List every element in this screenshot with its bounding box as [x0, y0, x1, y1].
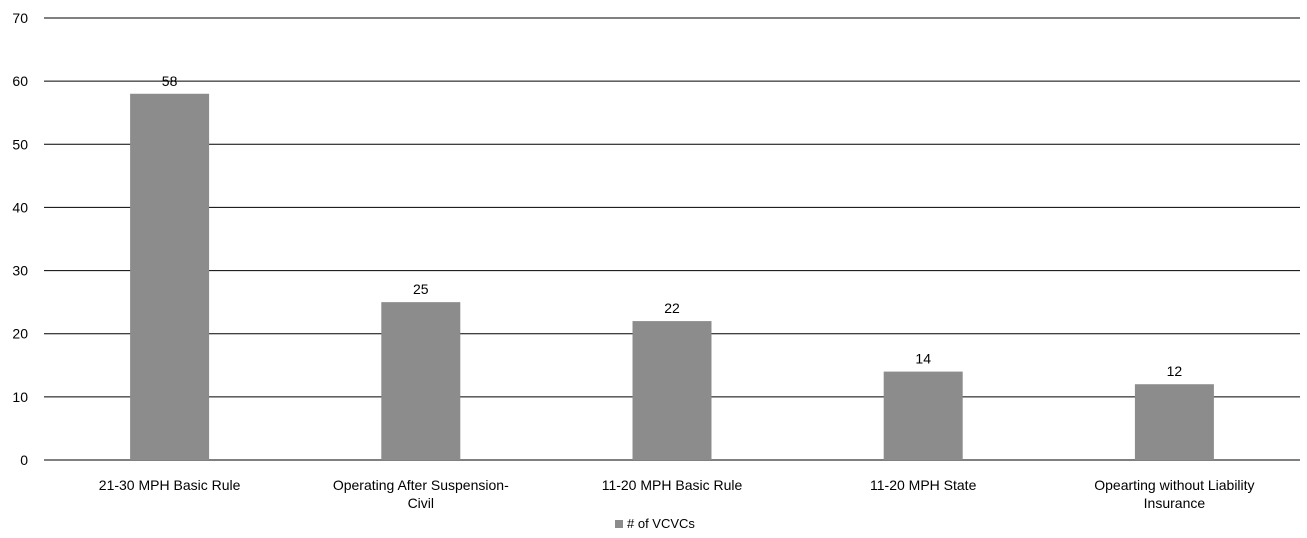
data-label: 25 [413, 281, 429, 297]
y-tick-label: 40 [12, 199, 28, 215]
y-tick-label: 0 [20, 452, 28, 468]
data-label: 12 [1167, 363, 1183, 379]
bar [632, 321, 712, 460]
bar [1134, 384, 1214, 460]
bar [381, 302, 461, 460]
y-tick-label: 20 [12, 326, 28, 342]
x-category-label: 11-20 MPH State [870, 477, 977, 493]
data-labels: 58 25 22 14 12 [162, 73, 1183, 379]
y-tick-label: 70 [12, 10, 28, 26]
y-tick-label: 60 [12, 73, 28, 89]
x-category-label: 21-30 MPH Basic Rule [99, 477, 241, 493]
y-tick-label: 10 [12, 389, 28, 405]
x-category-label: 11-20 MPH Basic Rule [602, 477, 743, 493]
bars [130, 93, 1214, 461]
legend-swatch [615, 520, 623, 528]
data-label: 58 [162, 73, 178, 89]
y-tick-label: 30 [12, 263, 28, 279]
data-label: 14 [915, 351, 931, 367]
legend: # of VCVCs [615, 516, 695, 531]
bar [130, 93, 210, 461]
y-axis-tick-labels: 0 10 20 30 40 50 60 70 [12, 10, 28, 468]
y-tick-label: 50 [12, 136, 28, 152]
x-axis-category-labels: 21-30 MPH Basic Rule Operating After Susp… [99, 477, 1255, 511]
x-category-label: Operating After Suspension-Civil [333, 477, 509, 511]
x-category-label: Opearting without Liability Insurance [1094, 477, 1254, 511]
data-label: 22 [664, 300, 680, 316]
legend-label: # of VCVCs [627, 516, 695, 531]
bar [883, 371, 963, 460]
